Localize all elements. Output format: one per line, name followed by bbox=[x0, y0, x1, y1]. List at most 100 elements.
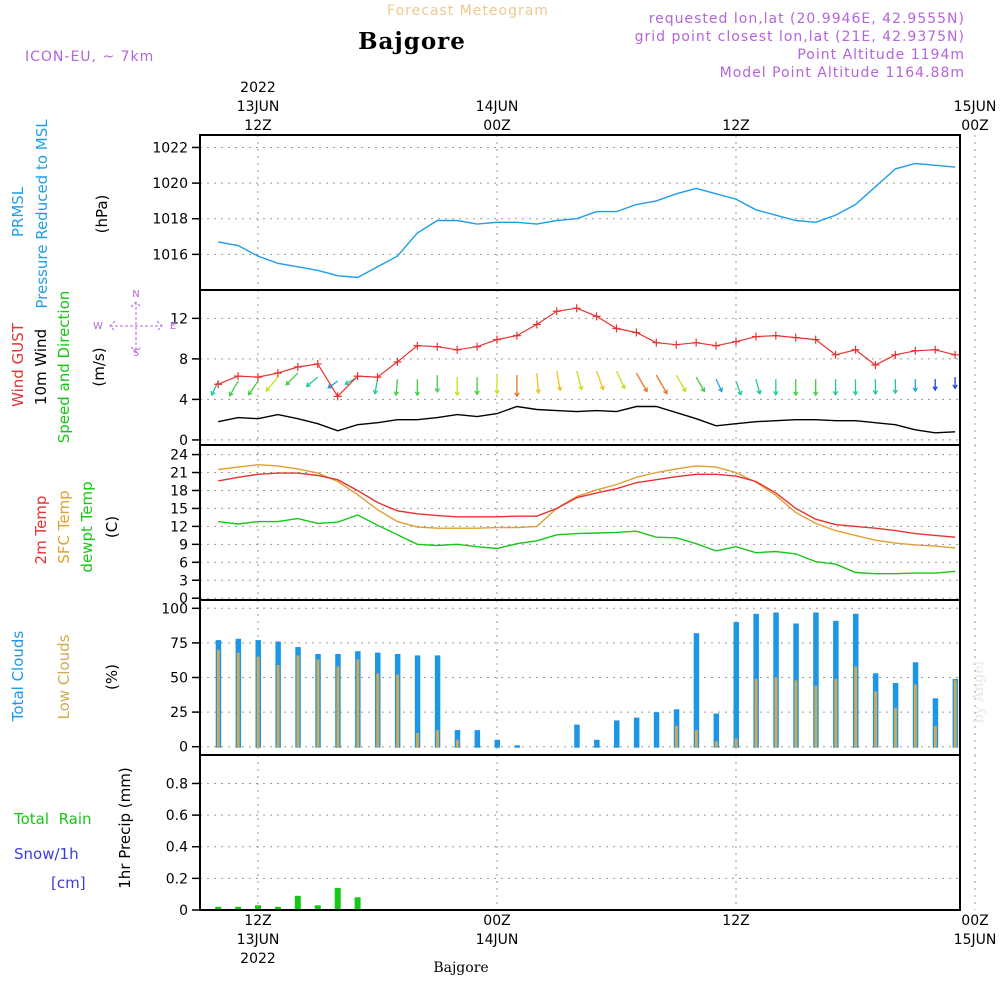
wind-arrow bbox=[695, 376, 705, 392]
gust-marker bbox=[851, 345, 860, 354]
gust-marker bbox=[712, 341, 721, 350]
y-tick-label: 4 bbox=[179, 392, 188, 408]
wind-arrow-head bbox=[210, 390, 216, 397]
temp-ylabel-2m: 2m Temp bbox=[32, 496, 50, 565]
wind-arrow bbox=[735, 380, 742, 395]
wind-arrow-head bbox=[578, 385, 584, 391]
wind-arrow bbox=[327, 380, 339, 389]
low-cloud-bar bbox=[356, 659, 360, 748]
wind-ylabel-10m: 10m Wind bbox=[32, 329, 50, 405]
pressure-unit: (hPa) bbox=[93, 195, 111, 234]
total-cloud-bar bbox=[474, 730, 481, 748]
wind-arrow-head bbox=[454, 391, 460, 397]
wind-speed-line bbox=[218, 405, 956, 434]
wind-arrow bbox=[655, 374, 668, 394]
gust-marker bbox=[214, 380, 223, 389]
low-cloud-bar bbox=[874, 691, 877, 748]
y-tick-label: 0.4 bbox=[166, 840, 188, 856]
point-altitude: Point Altitude 1194m bbox=[797, 47, 965, 63]
time-axis-label: 00Z bbox=[483, 118, 510, 134]
location-title: Bajgore bbox=[358, 28, 466, 55]
y-tick-label: 1020 bbox=[152, 176, 188, 192]
wind-ylabel-direction: Speed and Direction bbox=[55, 291, 73, 444]
low-cloud-bar bbox=[256, 656, 260, 748]
gust-marker bbox=[552, 307, 561, 316]
pressure-line bbox=[218, 162, 956, 279]
wind-grid bbox=[200, 290, 976, 445]
total-cloud-bar bbox=[633, 717, 640, 748]
wind-arrow bbox=[265, 376, 279, 392]
time-axis-label: 2022 bbox=[240, 80, 276, 96]
gust-marker bbox=[831, 350, 840, 359]
gust-marker bbox=[652, 338, 661, 347]
rain-bar bbox=[314, 905, 321, 910]
y-tick-label: 24 bbox=[170, 448, 188, 464]
total-cloud-bar bbox=[653, 712, 660, 748]
gust-marker bbox=[393, 357, 402, 366]
wind-arrow-head bbox=[718, 387, 723, 393]
time-axis-label: 15JUN bbox=[954, 99, 997, 115]
y-tick-label: 0 bbox=[179, 591, 188, 607]
cloud-bars bbox=[215, 612, 959, 748]
wind-arrow-head bbox=[372, 389, 379, 395]
low-cloud-bar bbox=[754, 678, 758, 748]
gust-marker bbox=[234, 372, 243, 381]
low-cloud-bar bbox=[854, 666, 858, 748]
total-cloud-bar bbox=[713, 713, 720, 748]
y-tick-label: 18 bbox=[170, 483, 188, 499]
pressure-y-ticks: 1016 1018 1020 1022 bbox=[152, 140, 200, 263]
wind-arrow-head bbox=[494, 389, 500, 395]
compass-w: W bbox=[93, 321, 103, 332]
wind-arrow bbox=[306, 376, 319, 387]
wind-unit: (m/s) bbox=[90, 347, 108, 386]
y-tick-label: 6 bbox=[179, 555, 188, 571]
wind-arrow-head bbox=[393, 391, 400, 397]
time-axis-label: 12Z bbox=[722, 118, 749, 134]
y-tick-label: 21 bbox=[170, 466, 188, 482]
precip-frame bbox=[199, 754, 961, 911]
wind-arrow-head bbox=[872, 390, 879, 396]
pressure-grid bbox=[200, 135, 976, 290]
rain-bar bbox=[354, 897, 361, 910]
wind-arrow-head bbox=[535, 389, 541, 395]
gust-marker bbox=[493, 335, 501, 344]
wind-arrow-head bbox=[599, 385, 605, 391]
gust-marker bbox=[811, 335, 820, 344]
wind-arrow-head bbox=[952, 384, 958, 390]
time-axis-label: 14JUN bbox=[476, 99, 519, 115]
y-tick-label: 0.2 bbox=[166, 871, 188, 887]
compass-rose: N S W E bbox=[93, 289, 176, 359]
total-cloud-bar bbox=[514, 745, 520, 748]
total-cloud-bar bbox=[574, 724, 580, 748]
wind-arrow bbox=[595, 370, 604, 390]
clouds-y-ticks: 0 25 50 75 100 bbox=[161, 601, 200, 756]
gust-marker bbox=[413, 341, 422, 350]
dewpoint-line bbox=[218, 514, 956, 575]
gust-marker bbox=[254, 373, 262, 382]
compass-s: S bbox=[133, 348, 139, 359]
gust-marker bbox=[433, 342, 442, 351]
low-cloud-bar bbox=[894, 707, 897, 748]
low-cloud-bar bbox=[914, 684, 917, 748]
wind-arrow-head bbox=[773, 391, 779, 397]
gust-marker bbox=[353, 372, 362, 381]
wind-arrow-head bbox=[700, 387, 706, 393]
wind-arrow-head bbox=[912, 387, 918, 393]
model-point-altitude: Model Point Altitude 1164.88m bbox=[720, 65, 965, 81]
figure-title: Forecast Meteogram bbox=[387, 3, 549, 19]
wind-arrow bbox=[285, 372, 299, 386]
rain-bar bbox=[274, 906, 281, 910]
y-tick-label: 0.8 bbox=[166, 776, 188, 792]
y-tick-label: 1018 bbox=[152, 212, 188, 228]
total-cloud-bar bbox=[434, 655, 441, 748]
gust-marker bbox=[632, 328, 641, 337]
precip-legend-rain: Total Rain bbox=[13, 810, 92, 828]
low-cloud-bar bbox=[336, 666, 340, 748]
low-cloud-bar bbox=[396, 674, 399, 748]
y-tick-label: 0 bbox=[179, 903, 188, 919]
low-cloud-bar bbox=[953, 680, 957, 748]
wind-ylabel-gust: Wind GUST bbox=[9, 322, 27, 407]
precip-bars bbox=[215, 887, 361, 910]
y-tick-label: 0 bbox=[179, 433, 188, 449]
